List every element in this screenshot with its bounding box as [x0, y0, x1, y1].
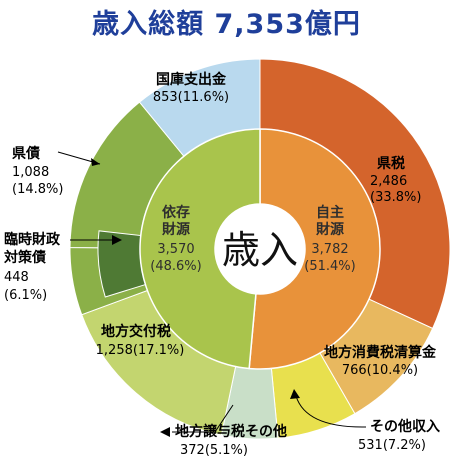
arrow-sonota — [290, 389, 300, 399]
label-rinji: 臨時財政 — [4, 231, 61, 248]
inner-label-dep-2: 財源 — [161, 221, 190, 238]
value-kenzei: 2,486 — [370, 174, 407, 189]
arrow-rinji — [112, 235, 122, 245]
inner-label-own-2: 財源 — [315, 221, 344, 238]
leader-joyozei — [172, 404, 234, 433]
pct-rinji: (6.1%) — [4, 288, 47, 303]
value-joyozei: 372(5.1%) — [180, 443, 248, 458]
label-sonota: その他収入 — [370, 418, 440, 435]
label-shohizei: 地方消費税清算金 — [324, 344, 437, 361]
inner-pct-own: (51.4%) — [304, 259, 355, 274]
pct-kensai: (14.8%) — [12, 182, 63, 197]
chart-title: 歳入総額 7,353億円 — [92, 9, 361, 40]
value-kensai: 1,088 — [12, 165, 49, 180]
label-kokko: 国庫支出金 — [156, 71, 227, 88]
inner-label-own: 自主 — [316, 204, 344, 221]
rinji-zaisei-inset — [97, 230, 147, 298]
label-kensai: 県債 — [12, 145, 40, 162]
center-label: 歳入 — [222, 228, 298, 272]
inner-value-own: 3,782 — [311, 242, 348, 257]
value-rinji: 448 — [4, 270, 29, 285]
label-joyozei: 地方譲与税その他 — [175, 423, 287, 440]
leader-sonota — [295, 395, 367, 428]
label-kenzei: 県税 — [377, 155, 405, 172]
arrow-joyozei — [160, 427, 170, 437]
value-kokko: 853(11.6%) — [153, 90, 229, 105]
value-sonota: 531(7.2%) — [358, 438, 426, 453]
arrow-kensai — [91, 158, 100, 166]
center-hole — [215, 204, 305, 294]
inner-value-dep: 3,570 — [157, 242, 194, 257]
value-shohizei: 766(10.4%) — [342, 363, 418, 378]
label-rinji-2: 対策債 — [3, 249, 46, 266]
pct-kenzei: (33.8%) — [370, 190, 421, 205]
label-kofuzei: 地方交付税 — [101, 323, 171, 340]
value-kofuzei: 1,258(17.1%) — [96, 343, 185, 358]
inner-pct-dep: (48.6%) — [150, 259, 201, 274]
inner-label-dep: 依存 — [162, 204, 190, 221]
